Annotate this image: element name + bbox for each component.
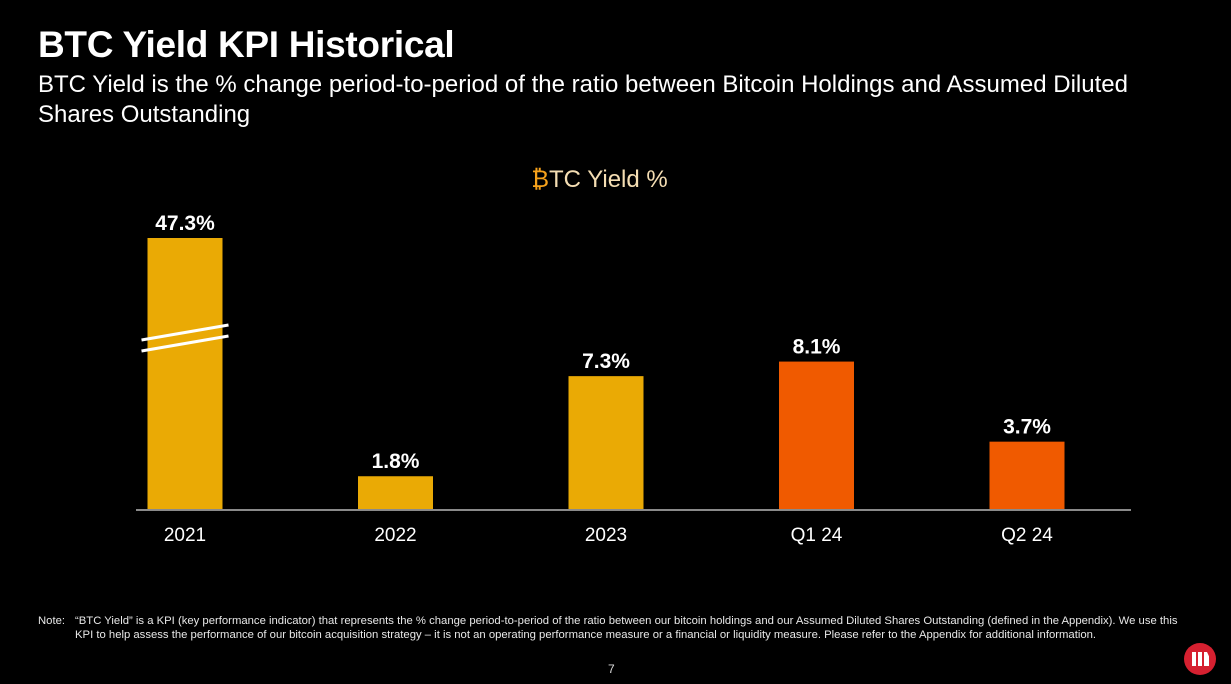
axis-break-mark xyxy=(141,334,229,353)
bitcoin-symbol-icon: ₿ xyxy=(531,166,550,193)
data-label: 1.8% xyxy=(372,450,420,473)
page-subtitle: BTC Yield is the % change period-to-peri… xyxy=(38,71,1128,128)
page-title: BTC Yield KPI Historical xyxy=(38,24,455,65)
bar-2021 xyxy=(147,238,223,509)
x-tick-label: 2021 xyxy=(164,525,206,546)
bar-2023 xyxy=(568,376,644,509)
x-tick-label: Q1 24 xyxy=(791,525,843,546)
x-tick-label: Q2 24 xyxy=(1001,525,1053,546)
footnote-label: Note: xyxy=(38,615,66,627)
data-label: 3.7% xyxy=(1003,416,1051,439)
data-label: 7.3% xyxy=(582,350,630,373)
chart-title: ₿TC Yield % xyxy=(0,166,1199,194)
chart-title-text: TC Yield % xyxy=(549,166,668,193)
footnote: Note: “BTC Yield” is a KPI (key performa… xyxy=(38,614,1178,642)
data-label: 47.3% xyxy=(155,212,215,235)
page-number: 7 xyxy=(608,662,615,676)
bar-2022 xyxy=(358,476,433,509)
company-logo-icon xyxy=(1184,643,1216,675)
axis-break-mark xyxy=(141,323,229,342)
x-tick-label: 2023 xyxy=(585,525,627,546)
footnote-text: “BTC Yield” is a KPI (key performance in… xyxy=(75,615,1178,641)
bar-q2-24 xyxy=(989,441,1065,509)
x-tick-label: 2022 xyxy=(374,525,416,546)
bar-q1-24 xyxy=(779,361,854,509)
data-label: 8.1% xyxy=(793,336,841,359)
